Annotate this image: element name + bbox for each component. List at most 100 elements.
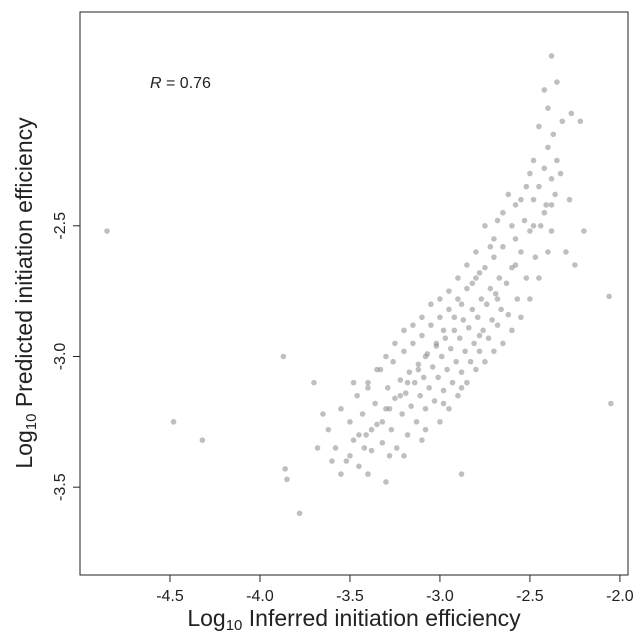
point [536, 183, 542, 190]
point [509, 223, 515, 229]
annotation-italic: R [150, 75, 162, 92]
point [473, 249, 479, 255]
point [483, 301, 490, 308]
plot-frame [79, 11, 629, 576]
point [356, 463, 362, 470]
point [104, 228, 110, 234]
point [494, 296, 501, 302]
point [500, 243, 506, 250]
point [444, 366, 450, 373]
point [464, 379, 470, 386]
point [557, 170, 564, 177]
point [509, 327, 515, 334]
point [296, 510, 303, 517]
point [498, 306, 504, 313]
point [536, 275, 542, 281]
point [482, 264, 488, 271]
point [548, 175, 555, 182]
point [465, 324, 472, 331]
point [577, 118, 584, 125]
point [392, 395, 398, 402]
point [433, 340, 440, 347]
point [458, 471, 465, 477]
point [554, 79, 560, 85]
point [408, 403, 414, 409]
point [505, 311, 512, 318]
point [419, 314, 425, 321]
point [530, 223, 537, 229]
point [608, 400, 614, 407]
y-tick-label: -3.5 [52, 473, 69, 501]
point [494, 322, 501, 328]
point [374, 421, 380, 428]
point [401, 453, 407, 459]
point [422, 426, 429, 433]
y-tick-label: -3.0 [52, 343, 69, 371]
point [361, 445, 368, 451]
point [446, 288, 452, 294]
point [404, 379, 411, 386]
x-label-part: Inferred initiation efficiency [242, 605, 521, 631]
point [527, 296, 533, 302]
point [487, 285, 494, 292]
y-tick-label: -2.5 [52, 212, 69, 240]
point [374, 366, 380, 373]
point [512, 262, 519, 268]
point [491, 254, 497, 260]
point [476, 348, 483, 355]
point [541, 165, 548, 172]
point [530, 157, 537, 164]
point [365, 471, 371, 477]
point [485, 335, 492, 341]
point [545, 105, 551, 111]
point [467, 358, 474, 365]
point [530, 196, 537, 203]
point [514, 296, 521, 302]
point [566, 196, 573, 203]
point [455, 392, 461, 399]
point [343, 458, 350, 464]
point [417, 392, 423, 399]
point [471, 340, 477, 347]
point [429, 364, 436, 370]
point [476, 332, 483, 339]
point [568, 110, 575, 117]
point [581, 228, 587, 234]
point [338, 405, 344, 412]
x-tick-label: -4.0 [246, 588, 274, 605]
point [442, 335, 449, 341]
point [363, 432, 369, 438]
y-label-part: Predicted initiation efficiency [11, 117, 37, 414]
point [480, 327, 486, 334]
point [435, 374, 441, 381]
point [410, 322, 416, 328]
point [338, 471, 344, 477]
point [503, 280, 510, 287]
point [359, 411, 366, 417]
point [458, 369, 465, 375]
point [536, 123, 542, 130]
point [491, 348, 497, 355]
point [347, 453, 353, 459]
y-label-sub: 10 [23, 414, 40, 431]
point [512, 236, 519, 242]
point [482, 358, 488, 365]
point [492, 290, 499, 297]
point [473, 275, 479, 281]
point [350, 379, 357, 386]
point [550, 131, 557, 138]
point [422, 405, 429, 412]
point [456, 335, 463, 341]
point [332, 445, 339, 451]
point [543, 202, 549, 208]
point [460, 317, 467, 323]
point [473, 366, 479, 373]
x-tick-label: -2.5 [516, 588, 544, 605]
point [368, 426, 375, 433]
point [447, 345, 454, 352]
point [451, 327, 458, 334]
point [397, 377, 404, 383]
point [422, 353, 429, 360]
point [356, 432, 362, 438]
